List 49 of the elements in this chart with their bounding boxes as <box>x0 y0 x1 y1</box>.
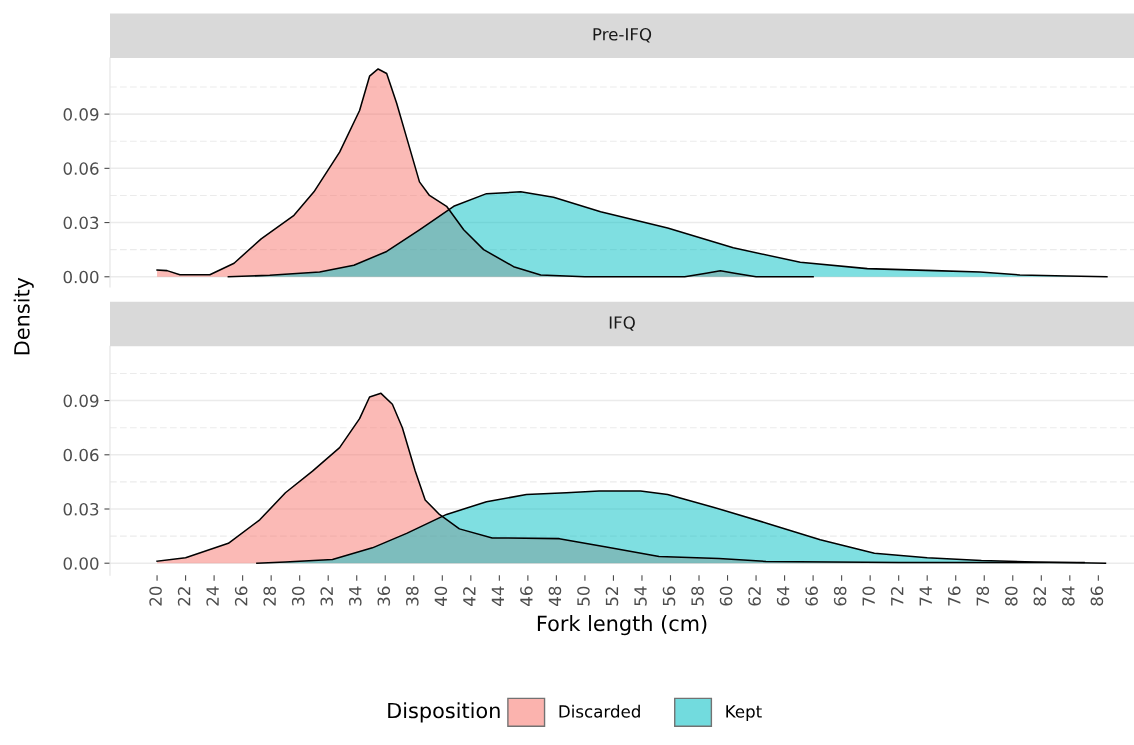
y-tick-label: 0.06 <box>63 448 99 462</box>
y-tick-label: 0.09 <box>63 394 99 408</box>
x-tick-label: 28 <box>263 586 276 606</box>
y-tick-label: 0.06 <box>63 162 99 175</box>
x-tick-label: 58 <box>691 586 704 606</box>
y-tick-label: 0.00 <box>63 557 99 570</box>
x-tick-label: 76 <box>947 586 961 606</box>
legend-label: Discarded <box>559 704 640 718</box>
y-axis-title: Density <box>13 277 34 355</box>
x-tick-label: 46 <box>520 586 533 606</box>
x-tick-label: 78 <box>976 586 990 606</box>
legend-label: Kept <box>726 705 762 721</box>
x-tick-label: 64 <box>776 586 790 606</box>
chart-title: Pre-IFQ <box>593 27 652 43</box>
y-tick-label: 0.03 <box>63 502 99 516</box>
x-tick-label: 32 <box>320 587 334 606</box>
y-tick-label: 0.09 <box>63 108 99 121</box>
x-axis-title: Fork length (cm) <box>537 615 707 636</box>
x-tick-label: 74 <box>919 586 932 606</box>
x-tick-label: 70 <box>862 586 875 606</box>
y-tick-label: 0.00 <box>63 270 99 284</box>
y-tick-label: 0.03 <box>63 216 99 230</box>
legend-title: Disposition <box>388 702 500 723</box>
x-tick-label: 36 <box>377 586 391 606</box>
x-tick-label: 60 <box>719 586 733 606</box>
x-tick-label: 50 <box>577 586 590 606</box>
x-tick-label: 56 <box>662 586 676 606</box>
chart-title: IFQ <box>609 316 635 331</box>
x-tick-label: 52 <box>605 587 619 606</box>
x-tick-label: 54 <box>634 586 647 606</box>
x-tick-label: 66 <box>805 586 818 606</box>
x-tick-label: 44 <box>491 586 504 606</box>
x-tick-label: 38 <box>406 586 419 606</box>
x-tick-label: 72 <box>890 587 904 606</box>
x-tick-label: 42 <box>463 587 476 606</box>
x-tick-label: 20 <box>149 586 162 606</box>
x-tick-label: 26 <box>234 586 248 606</box>
x-tick-label: 30 <box>291 586 305 606</box>
x-tick-label: 40 <box>434 586 448 606</box>
x-tick-label: 84 <box>1062 586 1075 606</box>
x-tick-label: 62 <box>748 587 761 606</box>
x-tick-label: 68 <box>833 586 847 606</box>
x-tick-label: 80 <box>1005 586 1018 606</box>
x-tick-label: 34 <box>348 586 362 606</box>
x-tick-label: 48 <box>548 586 562 606</box>
x-tick-label: 86 <box>1090 586 1104 606</box>
x-tick-label: 24 <box>206 586 219 606</box>
x-tick-label: 22 <box>177 587 191 606</box>
x-tick-label: 82 <box>1033 587 1047 606</box>
